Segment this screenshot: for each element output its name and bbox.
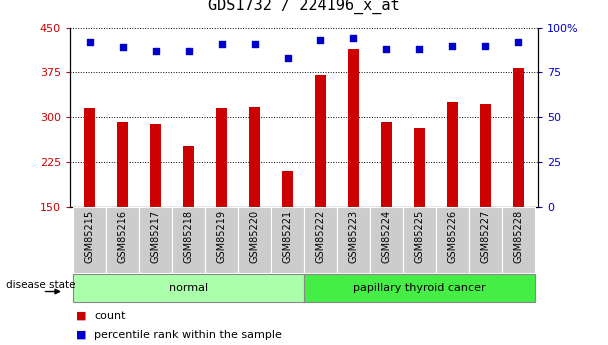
Text: GSM85215: GSM85215 (85, 210, 95, 263)
Text: GDS1732 / 224196_x_at: GDS1732 / 224196_x_at (208, 0, 400, 14)
Text: GSM85216: GSM85216 (118, 210, 128, 263)
Point (184, 48, 193, 54)
Bar (172, 207, 205, 273)
Bar (502, 207, 535, 273)
Point (348, 36, 358, 41)
Point (283, 55, 292, 61)
Point (250, 41, 260, 47)
Point (85, 39, 95, 45)
Bar (205, 207, 238, 273)
Point (151, 48, 161, 54)
Point (447, 43, 457, 48)
Bar (216, 108, 227, 207)
Bar (238, 207, 271, 273)
Text: GSM85227: GSM85227 (480, 210, 490, 263)
Point (382, 46, 392, 52)
Bar (337, 207, 370, 273)
Text: GSM85225: GSM85225 (415, 210, 424, 263)
Text: GSM85220: GSM85220 (249, 210, 260, 263)
Bar (348, 49, 359, 207)
Text: GSM85217: GSM85217 (151, 210, 161, 263)
Point (316, 37, 325, 43)
Bar (304, 207, 337, 273)
Bar (413, 128, 425, 207)
Bar (282, 171, 293, 207)
Text: ■: ■ (76, 330, 86, 339)
Text: disease state: disease state (6, 280, 75, 289)
Text: ■: ■ (76, 311, 86, 321)
Point (216, 41, 226, 47)
Bar (304, 274, 535, 302)
Text: papillary thyroid cancer: papillary thyroid cancer (353, 283, 486, 293)
Text: GSM85226: GSM85226 (447, 210, 457, 263)
Bar (106, 207, 139, 273)
Bar (403, 207, 436, 273)
Bar (117, 122, 128, 207)
Text: GSM85218: GSM85218 (184, 210, 193, 263)
Bar (271, 207, 304, 273)
Bar (447, 102, 458, 207)
Bar (436, 207, 469, 273)
Text: GSM85222: GSM85222 (316, 210, 325, 263)
Bar (469, 207, 502, 273)
Bar (139, 207, 172, 273)
Bar (73, 274, 304, 302)
Point (513, 39, 523, 45)
Point (118, 45, 128, 50)
Text: GSM85224: GSM85224 (381, 210, 392, 263)
Text: GSM85221: GSM85221 (283, 210, 292, 263)
Text: GSM85219: GSM85219 (216, 210, 227, 263)
Bar (513, 68, 524, 207)
Text: count: count (94, 311, 126, 321)
Bar (315, 76, 326, 207)
Bar (84, 108, 95, 207)
Point (480, 43, 490, 48)
Text: GSM85228: GSM85228 (513, 210, 523, 263)
Bar (249, 107, 260, 207)
Bar (381, 122, 392, 207)
Text: percentile rank within the sample: percentile rank within the sample (94, 330, 282, 339)
Bar (370, 207, 403, 273)
Text: normal: normal (169, 283, 208, 293)
Bar (183, 146, 195, 207)
Point (415, 46, 424, 52)
Text: GSM85223: GSM85223 (348, 210, 359, 263)
Bar (73, 207, 106, 273)
Bar (150, 125, 161, 207)
Bar (480, 104, 491, 207)
